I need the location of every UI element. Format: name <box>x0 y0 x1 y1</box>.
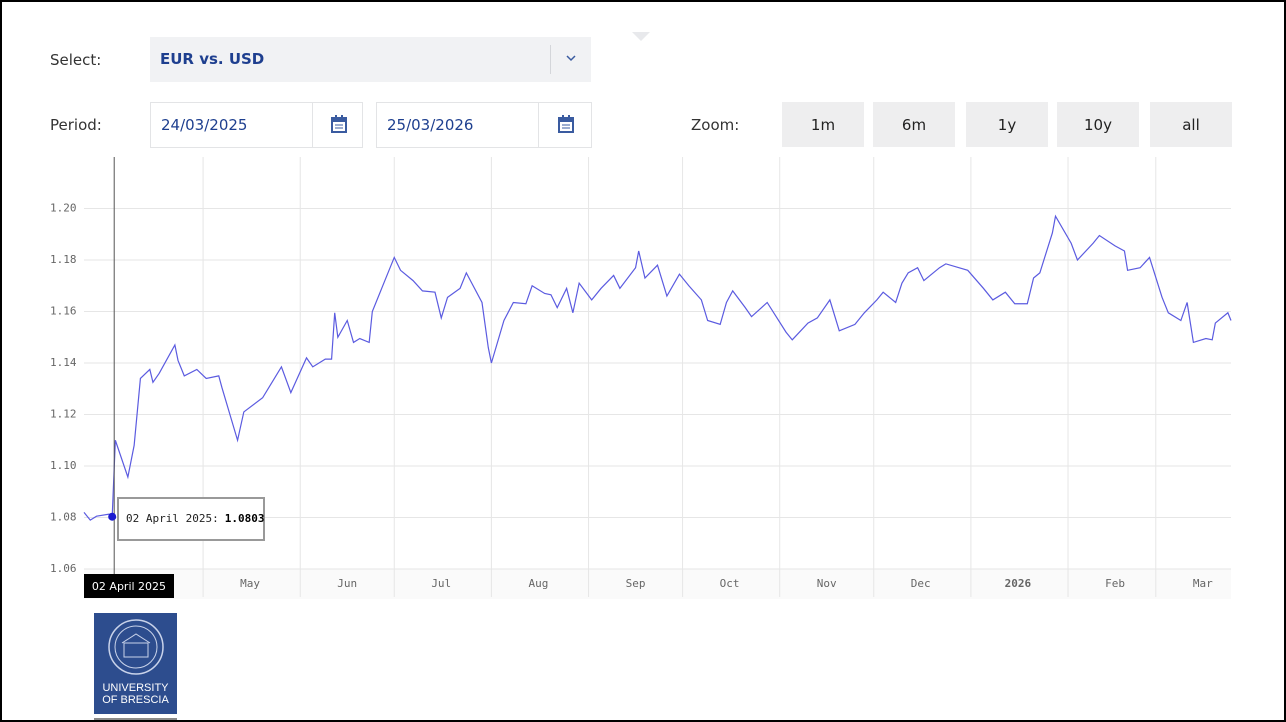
x-tick-label: Jun <box>337 577 357 590</box>
crosshair-label: 02 April 2025 <box>92 580 166 593</box>
tooltip-value: 1.0803 <box>225 512 265 525</box>
chart: 1.06 1.08 1.10 1.12 1.14 1.16 1.18 1.20 May Jun Ju… <box>2 2 1284 612</box>
hover-point <box>108 513 116 521</box>
x-tick-label: Jul <box>431 577 451 590</box>
tooltip-label: 02 April 2025: <box>126 512 219 525</box>
y-tick-label: 1.10 <box>50 459 77 472</box>
x-tick-label: 2026 <box>1005 577 1032 590</box>
seal <box>106 617 166 677</box>
y-tick-label: 1.14 <box>50 356 77 369</box>
logo-strip <box>94 718 177 722</box>
x-tick-label: Dec <box>911 577 931 590</box>
x-tick-label: Oct <box>720 577 740 590</box>
university-logo: UNIVERSITY OF BRESCIA <box>94 613 177 714</box>
logo-line: UNIVERSITY <box>94 682 177 694</box>
page: Select: EUR vs. USD Period: 24/03/2025 2… <box>0 0 1286 722</box>
x-tick-label: Aug <box>528 577 548 590</box>
y-tick-label: 1.08 <box>50 511 77 524</box>
y-tick-label: 1.20 <box>50 202 77 215</box>
x-tick-label: May <box>240 577 260 590</box>
y-tick-label: 1.18 <box>50 253 77 266</box>
price-line <box>84 216 1231 520</box>
x-tick-label: Nov <box>817 577 837 590</box>
x-tick-label: Sep <box>626 577 646 590</box>
y-tick-label: 1.12 <box>50 408 77 421</box>
x-tick-label: Mar <box>1193 577 1213 590</box>
x-tick-label: Feb <box>1105 577 1125 590</box>
logo-line: OF BRESCIA <box>94 694 177 706</box>
tooltip-text: 02 April 2025: 1.0803 <box>126 512 264 525</box>
y-tick-label: 1.06 <box>50 562 77 575</box>
y-tick-label: 1.16 <box>50 305 77 318</box>
